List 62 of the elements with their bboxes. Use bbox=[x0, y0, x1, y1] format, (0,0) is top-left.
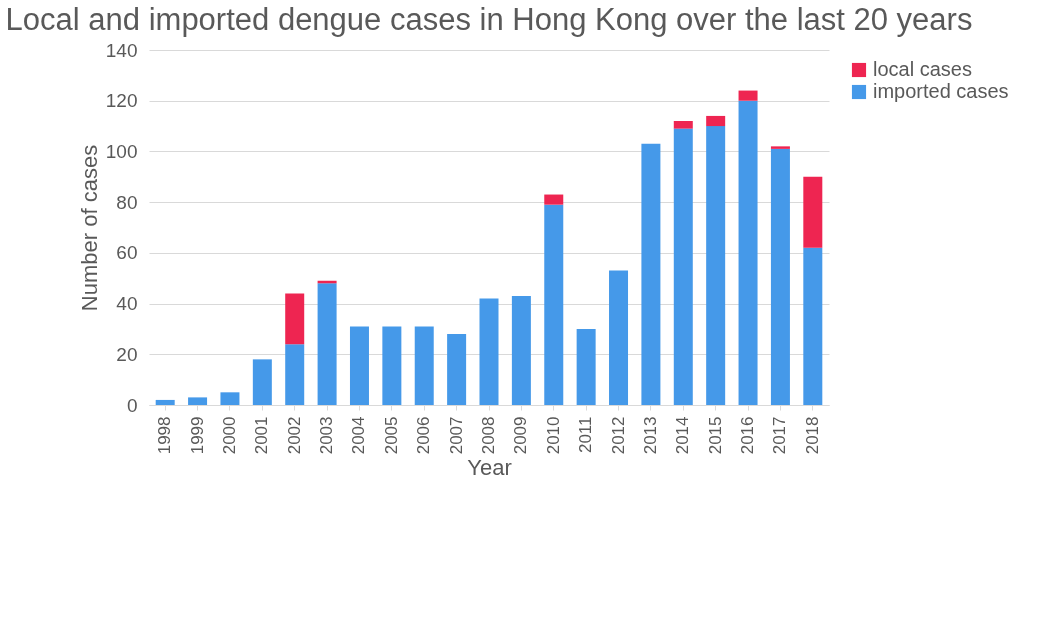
bar bbox=[609, 270, 629, 405]
x-tick-label: 2003 bbox=[317, 416, 337, 455]
bar bbox=[544, 204, 564, 405]
bar bbox=[641, 143, 661, 405]
y-tick-label: 120 bbox=[105, 90, 138, 112]
bar bbox=[803, 176, 823, 248]
bar bbox=[285, 344, 305, 405]
x-tick-label: 2017 bbox=[770, 416, 790, 455]
x-tick-label: 2018 bbox=[802, 416, 822, 455]
y-tick-label: 60 bbox=[116, 242, 138, 264]
bar bbox=[738, 90, 758, 101]
bar bbox=[317, 283, 337, 405]
legend-label: imported cases bbox=[873, 80, 1009, 102]
x-tick-label: 1998 bbox=[155, 416, 175, 455]
bar bbox=[770, 148, 790, 405]
x-tick-label: 2004 bbox=[349, 416, 369, 455]
bar bbox=[738, 100, 758, 405]
y-tick-label: 40 bbox=[116, 293, 138, 315]
bar bbox=[544, 194, 564, 205]
bar bbox=[188, 397, 208, 405]
y-tick-label: 100 bbox=[105, 140, 138, 162]
chart-title: Local and imported dengue cases in Hong Kong over the last 20 years bbox=[5, 2, 973, 37]
y-tick-label: 80 bbox=[116, 191, 138, 213]
bar bbox=[155, 399, 175, 405]
bar bbox=[673, 128, 693, 405]
bar bbox=[447, 334, 467, 405]
bar bbox=[511, 295, 531, 405]
x-tick-label: 2002 bbox=[284, 416, 304, 455]
bar bbox=[706, 115, 726, 127]
bar bbox=[673, 121, 693, 129]
x-tick-label: 2008 bbox=[479, 416, 498, 455]
bar bbox=[803, 247, 823, 405]
x-tick-label: 2001 bbox=[252, 416, 272, 455]
x-tick-label: 2005 bbox=[381, 416, 401, 455]
y-tick-label: 0 bbox=[126, 394, 138, 416]
x-tick-label: 1999 bbox=[187, 416, 207, 455]
y-tick-label: 20 bbox=[116, 343, 138, 365]
x-tick-label: 2012 bbox=[608, 416, 628, 455]
bar bbox=[285, 293, 305, 345]
x-tick-label: 2006 bbox=[414, 416, 434, 455]
bar bbox=[252, 359, 272, 405]
x-tick-label: 2011 bbox=[576, 416, 596, 454]
legend-label: local cases bbox=[873, 58, 972, 80]
x-tick-label: 2016 bbox=[738, 416, 758, 455]
x-tick-label: 2007 bbox=[446, 416, 466, 455]
bar bbox=[414, 326, 434, 405]
x-axis-title: Year bbox=[467, 455, 512, 481]
bar bbox=[479, 298, 499, 405]
bar bbox=[770, 146, 790, 149]
bar bbox=[576, 328, 596, 405]
x-tick-label: 2013 bbox=[640, 416, 660, 455]
x-tick-label: 2009 bbox=[511, 416, 531, 455]
x-tick-label: 2015 bbox=[705, 416, 725, 455]
bar bbox=[382, 326, 402, 405]
x-tick-label: 2000 bbox=[219, 416, 239, 455]
bar bbox=[706, 126, 726, 405]
bar bbox=[220, 392, 240, 405]
x-tick-label: 2014 bbox=[673, 416, 693, 455]
bar bbox=[349, 326, 369, 405]
y-tick-label: 140 bbox=[105, 39, 138, 61]
x-tick-label: 2010 bbox=[543, 416, 563, 455]
y-axis-title: Number of cases bbox=[76, 144, 102, 312]
